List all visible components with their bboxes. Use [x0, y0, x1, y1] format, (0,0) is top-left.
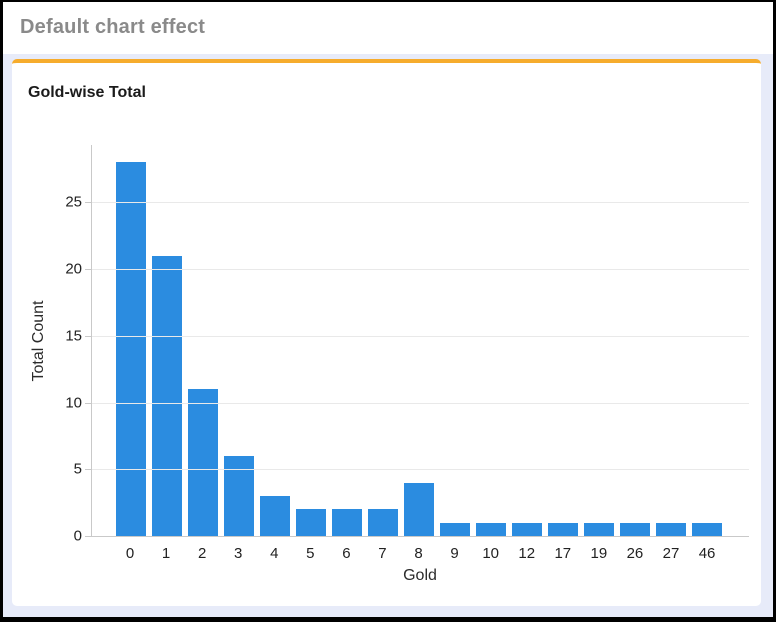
x-tick-label: 1: [161, 545, 171, 562]
y-tick-label: 20: [65, 260, 82, 278]
bar[interactable]: [224, 455, 254, 536]
bar[interactable]: [404, 482, 434, 536]
bar[interactable]: [440, 522, 470, 536]
y-tick-mark: [85, 335, 92, 337]
x-tick-label: 5: [306, 545, 315, 562]
y-tick-mark: [85, 402, 92, 404]
x-tick-label: 3: [234, 545, 243, 562]
bar[interactable]: [332, 509, 362, 536]
x-tick-label: 10: [482, 545, 499, 562]
bar-slot: [653, 145, 689, 536]
y-tick-label: 25: [65, 193, 82, 211]
bar[interactable]: [116, 162, 146, 536]
bar-slot: [689, 145, 725, 536]
y-tick-label: 5: [73, 460, 82, 478]
x-tick-label: 26: [626, 545, 644, 562]
bar-slot: [149, 145, 185, 536]
page-title: Default chart effect: [20, 16, 206, 38]
gridline: [92, 269, 749, 271]
x-tick-label: 8: [414, 545, 423, 562]
x-tick-label: 6: [342, 545, 351, 562]
bar[interactable]: [692, 522, 722, 536]
gridline: [92, 335, 749, 337]
bar[interactable]: [296, 509, 326, 536]
plot-area: 0 5 10 15 20 25: [65, 145, 749, 545]
y-tick-label: 15: [65, 327, 82, 345]
gridline: [92, 202, 749, 204]
y-tick-mark: [85, 469, 92, 471]
bars-row: [92, 145, 749, 536]
bar-slot: [617, 145, 653, 536]
bar-slot: [401, 145, 437, 536]
x-tick-label: 12: [518, 545, 536, 562]
y-tick-mark: [85, 536, 92, 537]
bar-slot: [545, 145, 581, 536]
bar[interactable]: [620, 522, 650, 536]
y-axis-title-text: Total Count: [30, 300, 47, 382]
bar-slot: [437, 145, 473, 536]
bar-slot: [293, 145, 329, 536]
bar-slot: [257, 145, 293, 536]
chart-card: Gold-wise Total Total Count 0 5 10 15 20 25 0…: [12, 59, 761, 606]
x-tick-label: 2: [197, 545, 207, 562]
y-tick-label: 0: [73, 527, 82, 545]
x-tick-label: 0: [125, 545, 135, 562]
x-tick-label: 46: [698, 545, 716, 562]
x-tick-label: 9: [450, 545, 459, 562]
bar[interactable]: [260, 495, 290, 536]
bar-slot: [473, 145, 509, 536]
bar-slot: [581, 145, 617, 536]
bar-slot: [509, 145, 545, 536]
x-tick-label: 27: [662, 545, 680, 562]
chart-title: Gold-wise Total: [28, 84, 146, 101]
bar[interactable]: [584, 522, 614, 536]
bar[interactable]: [512, 522, 542, 536]
x-axis-title: Gold: [403, 567, 437, 584]
bar[interactable]: [368, 509, 398, 536]
y-tick-mark: [85, 202, 92, 204]
gridline: [92, 469, 749, 471]
bar[interactable]: [548, 522, 578, 536]
bar-slot: [365, 145, 401, 536]
x-axis-ticks: 0 1 2 3 4 5 6 7 8 9 10 12 17 19 26 27 46: [91, 545, 749, 565]
bar[interactable]: [188, 389, 218, 536]
bar-slot: [329, 145, 365, 536]
bar[interactable]: [476, 522, 506, 536]
gridline: [92, 402, 749, 404]
x-tick-label: 17: [554, 545, 572, 562]
x-tick-label: 19: [590, 545, 608, 562]
y-tick-mark: [85, 269, 92, 271]
bar-slot: [221, 145, 257, 536]
x-tick-label: 4: [270, 545, 279, 562]
x-tick-label: 7: [378, 545, 387, 562]
bar-slot: [113, 145, 149, 536]
header-bar: Default chart effect: [3, 2, 773, 54]
bar[interactable]: [152, 255, 182, 536]
bar-slot: [185, 145, 221, 536]
y-tick-label: 10: [65, 394, 82, 412]
bar[interactable]: [656, 522, 686, 536]
